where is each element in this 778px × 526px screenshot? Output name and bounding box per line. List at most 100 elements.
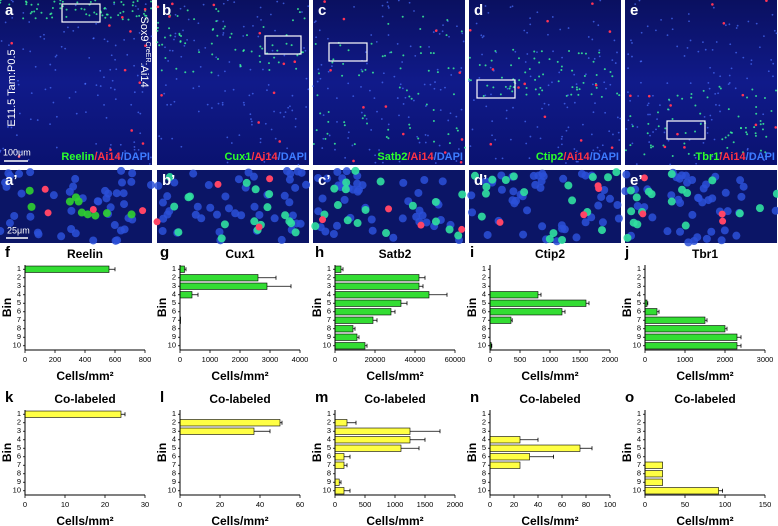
marker-cell	[500, 76, 503, 79]
zoom-marker-cell	[242, 178, 251, 187]
marker-cell	[169, 34, 172, 37]
zoom-marker-cell	[170, 202, 179, 211]
nucleus	[375, 40, 378, 43]
nucleus	[103, 38, 106, 41]
marker-cell	[729, 131, 732, 134]
x-tick-label: 1000	[542, 355, 559, 364]
zoom-nucleus	[399, 178, 408, 187]
stain-part: Reelin	[61, 151, 94, 163]
nucleus	[561, 56, 563, 59]
marker-cell	[534, 88, 537, 91]
nucleus	[381, 81, 384, 84]
nucleus	[111, 79, 114, 82]
bar	[179, 265, 185, 273]
nucleus	[60, 45, 63, 48]
zoom-marker-cell	[588, 173, 597, 182]
zoom-nucleus	[368, 226, 377, 235]
nucleus	[773, 29, 776, 32]
nucleus	[169, 49, 171, 52]
y-tick-label: 5	[327, 443, 331, 452]
zoom-ai14-cell	[496, 218, 504, 226]
x-tick-label: 200	[49, 355, 62, 364]
y-tick-label: 1	[482, 409, 486, 418]
y-tick-label: 9	[482, 477, 486, 486]
nucleus	[374, 154, 376, 157]
nucleus	[174, 35, 177, 38]
bar	[489, 316, 512, 324]
nucleus	[334, 148, 336, 151]
zoom-nucleus	[206, 203, 215, 212]
chart-title: Satb2	[379, 247, 412, 261]
nucleus	[294, 117, 297, 120]
y-tick-label: 7	[637, 460, 641, 469]
nucleus	[702, 41, 704, 44]
marker-cell	[603, 68, 606, 71]
nucleus	[771, 13, 774, 16]
x-axis-label: Cells/mm²	[56, 514, 113, 526]
marker-cell	[211, 28, 214, 31]
zoom-marker-cell	[342, 178, 351, 187]
nucleus	[611, 59, 614, 61]
marker-cell	[721, 138, 724, 141]
marker-cell	[121, 18, 124, 21]
y-tick-label: 8	[482, 324, 486, 333]
y-tick-label: 7	[482, 315, 486, 324]
zoom-nucleus	[213, 210, 222, 219]
marker-cell	[684, 132, 687, 135]
nucleus	[551, 81, 553, 84]
nucleus	[552, 50, 554, 53]
marker-cell	[333, 142, 336, 145]
zoom-nucleus	[280, 191, 289, 200]
nucleus	[710, 118, 713, 121]
bar	[334, 333, 358, 341]
nucleus	[380, 118, 383, 120]
zoom-marker-cell	[604, 173, 613, 182]
zoom-marker-cell	[408, 201, 417, 210]
nucleus	[286, 147, 289, 150]
nucleus	[387, 5, 390, 8]
marker-cell	[422, 15, 425, 18]
zoom-nucleus	[723, 207, 732, 216]
marker-cell	[398, 86, 401, 89]
marker-cell	[59, 0, 62, 2]
nucleus	[335, 97, 338, 99]
zoom-nucleus	[581, 218, 590, 227]
nucleus	[719, 110, 721, 113]
ai14-cell	[258, 31, 262, 35]
marker-cell	[184, 42, 187, 45]
marker-cell	[211, 53, 214, 56]
marker-cell	[361, 117, 364, 120]
marker-cell	[229, 36, 232, 39]
bar	[644, 325, 726, 333]
marker-cell	[144, 18, 147, 21]
x-tick-label: 2000	[232, 355, 249, 364]
marker-cell	[295, 67, 298, 70]
zoom-marker-cell	[597, 226, 606, 235]
bar	[179, 427, 255, 435]
y-tick-label: 3	[482, 281, 486, 290]
ai14-cell	[546, 19, 549, 23]
zoom-marker-cell	[65, 197, 74, 206]
nucleus	[109, 143, 112, 146]
bar	[334, 427, 411, 435]
marker-cell	[755, 112, 758, 115]
marker-cell	[29, 12, 32, 15]
zoom-marker-cell	[311, 222, 320, 231]
x-tick-label: 2000	[717, 355, 734, 364]
y-tick-label: 10	[323, 341, 331, 350]
nucleus	[52, 101, 55, 104]
ai14-cell	[765, 0, 768, 2]
x-tick-label: 0	[333, 355, 337, 364]
ai14-cell	[160, 93, 163, 97]
marker-cell	[512, 48, 515, 51]
nucleus	[433, 87, 436, 90]
zoom-nucleus	[519, 230, 528, 239]
marker-cell	[327, 120, 330, 123]
nucleus	[573, 148, 576, 150]
zoom-nucleus	[15, 169, 24, 178]
nucleus	[264, 122, 267, 125]
marker-cell	[122, 3, 125, 6]
nucleus	[715, 41, 718, 43]
nucleus	[601, 144, 604, 147]
nucleus	[592, 111, 595, 114]
